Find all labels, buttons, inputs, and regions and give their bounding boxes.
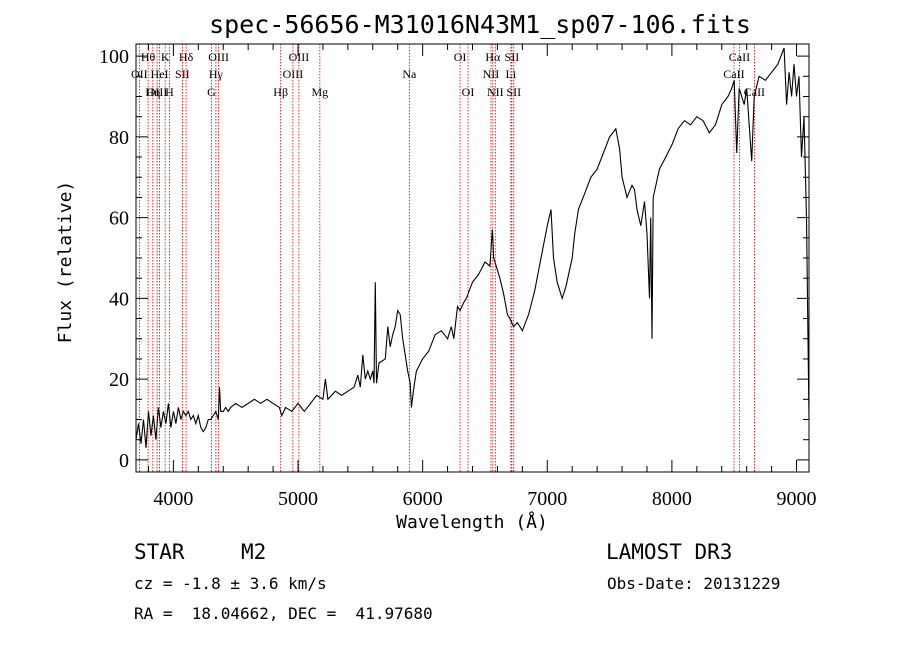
line-label: NII: [483, 67, 500, 81]
y-tick-label: 20: [109, 369, 129, 391]
x-tick-label: 4000: [153, 488, 193, 510]
line-label: Hθ: [141, 50, 156, 64]
line-label: OI: [462, 85, 475, 99]
y-tick-label: 40: [109, 288, 129, 310]
line-label: HeI: [151, 67, 169, 81]
x-tick-label: 7000: [527, 488, 567, 510]
line-label: Li: [506, 67, 517, 81]
y-tick-label: 100: [99, 46, 129, 68]
line-label: SII: [175, 67, 190, 81]
line-label: CaII: [744, 85, 765, 99]
object-class: STAR: [134, 540, 185, 564]
line-label: Na: [402, 67, 417, 81]
line-label: CaII: [723, 67, 744, 81]
line-label: H: [165, 85, 174, 99]
line-label: OI: [454, 50, 467, 64]
line-label: Hδ: [179, 50, 194, 64]
line-label: K: [161, 50, 170, 64]
spectrum-series-line: [135, 47, 810, 448]
line-label: Hα: [485, 50, 501, 64]
line-label: OIII: [208, 50, 229, 64]
redshift-text: cz = -1.8 ± 3.6 km/s: [134, 574, 327, 593]
line-label: NII: [487, 85, 504, 99]
x-tick-label: 5000: [278, 488, 318, 510]
chart-title: spec-56656-M31016N43M1_sp07-106.fits: [209, 10, 751, 39]
line-label: OIII: [289, 50, 310, 64]
line-label: OIII: [147, 85, 168, 99]
line-label: G: [207, 85, 216, 99]
obs-date: Obs-Date: 20131229: [607, 574, 781, 593]
y-tick-label: 60: [109, 208, 129, 230]
line-label: Mg: [311, 85, 328, 99]
line-label: CaII: [729, 50, 750, 64]
x-tick-label: 6000: [403, 488, 443, 510]
axis-ticks: 4000 5000 6000 7000 8000 9000 0 20 40 60 80 100: [99, 44, 817, 510]
plot-frame: [135, 43, 810, 473]
line-label: OIII: [283, 67, 304, 81]
coordinates: RA = 18.04662, DEC = 41.97680: [134, 604, 433, 623]
line-label: SII: [506, 85, 521, 99]
survey-name: LAMOST DR3: [606, 540, 733, 564]
y-axis-label: Flux (relative): [55, 181, 76, 344]
y-tick-label: 0: [119, 450, 129, 472]
emission-line-markers: [138, 44, 755, 472]
y-tick-label: 80: [109, 127, 129, 149]
line-label: Hη: [145, 85, 160, 99]
line-label: Hγ: [209, 67, 224, 81]
line-label: OII: [131, 67, 148, 81]
line-label: Hβ: [273, 85, 288, 99]
x-axis-label: Wavelength (Å): [396, 511, 548, 533]
line-label: SII: [505, 50, 520, 64]
x-tick-label: 8000: [652, 488, 692, 510]
object-subclass: M2: [241, 540, 267, 564]
x-tick-label: 9000: [777, 488, 817, 510]
